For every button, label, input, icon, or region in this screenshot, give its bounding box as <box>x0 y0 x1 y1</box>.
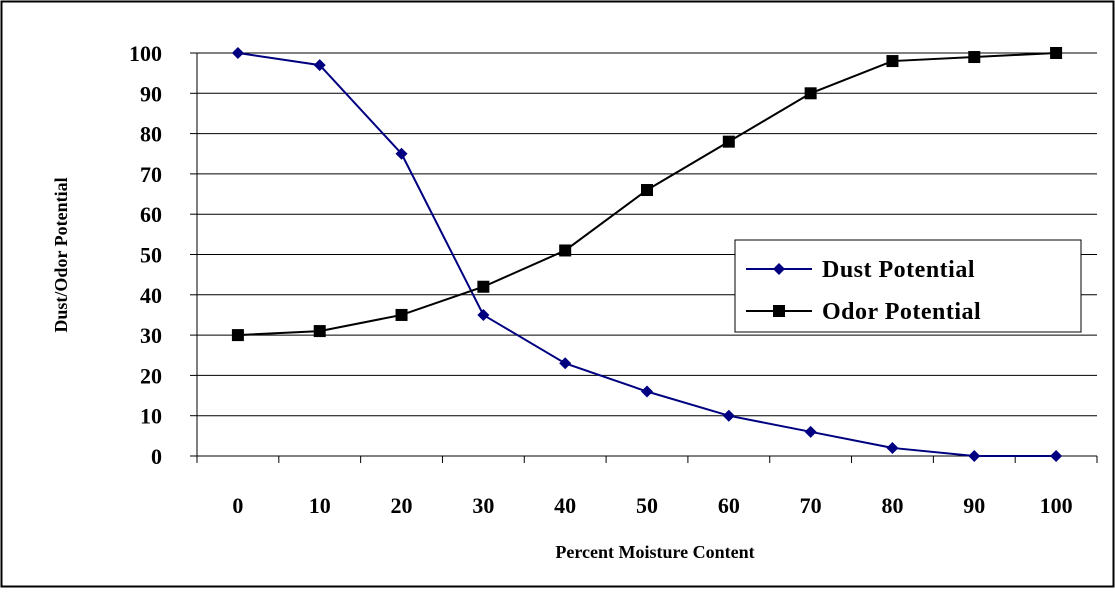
odor-data-point <box>805 87 817 99</box>
y-tick-label: 100 <box>129 41 162 66</box>
legend-odor-label: Odor Potential <box>822 299 981 325</box>
y-tick-label: 80 <box>140 122 162 147</box>
x-axis-title: Percent Moisture Content <box>555 542 754 562</box>
odor-data-point <box>641 184 653 196</box>
legend-dust-label: Dust Potential <box>822 257 975 283</box>
y-tick-label: 20 <box>140 363 162 388</box>
odor-data-point <box>314 325 326 337</box>
y-tick-label: 90 <box>140 81 162 106</box>
y-tick-label: 60 <box>140 202 162 227</box>
x-tick-label: 10 <box>309 493 331 518</box>
y-tick-label: 0 <box>151 444 162 469</box>
odor-data-point <box>396 309 408 321</box>
odor-data-point <box>968 51 980 63</box>
x-tick-label: 50 <box>636 493 658 518</box>
legend: Dust Potential Odor Potential <box>735 240 1081 332</box>
x-tick-label: 100 <box>1040 493 1073 518</box>
x-tick-label: 0 <box>232 493 243 518</box>
x-tick-label: 80 <box>881 493 903 518</box>
y-tick-label: 50 <box>140 243 162 268</box>
y-tick-label: 40 <box>140 283 162 308</box>
odor-data-point <box>886 55 898 67</box>
odor-data-point <box>1050 47 1062 59</box>
y-tick-label: 10 <box>140 404 162 429</box>
y-tick-label: 70 <box>140 162 162 187</box>
x-tick-label: 30 <box>472 493 494 518</box>
x-tick-label: 20 <box>391 493 413 518</box>
y-tick-label: 30 <box>140 323 162 348</box>
y-axis-title: Dust/Odor Potential <box>51 177 71 332</box>
x-tick-label: 70 <box>800 493 822 518</box>
x-tick-label: 40 <box>554 493 576 518</box>
x-tick-label: 90 <box>963 493 985 518</box>
legend-odor-marker <box>773 305 785 317</box>
odor-data-point <box>232 329 244 341</box>
odor-data-point <box>477 281 489 293</box>
odor-data-point <box>723 136 735 148</box>
odor-data-point <box>559 244 571 256</box>
x-tick-label: 60 <box>718 493 740 518</box>
